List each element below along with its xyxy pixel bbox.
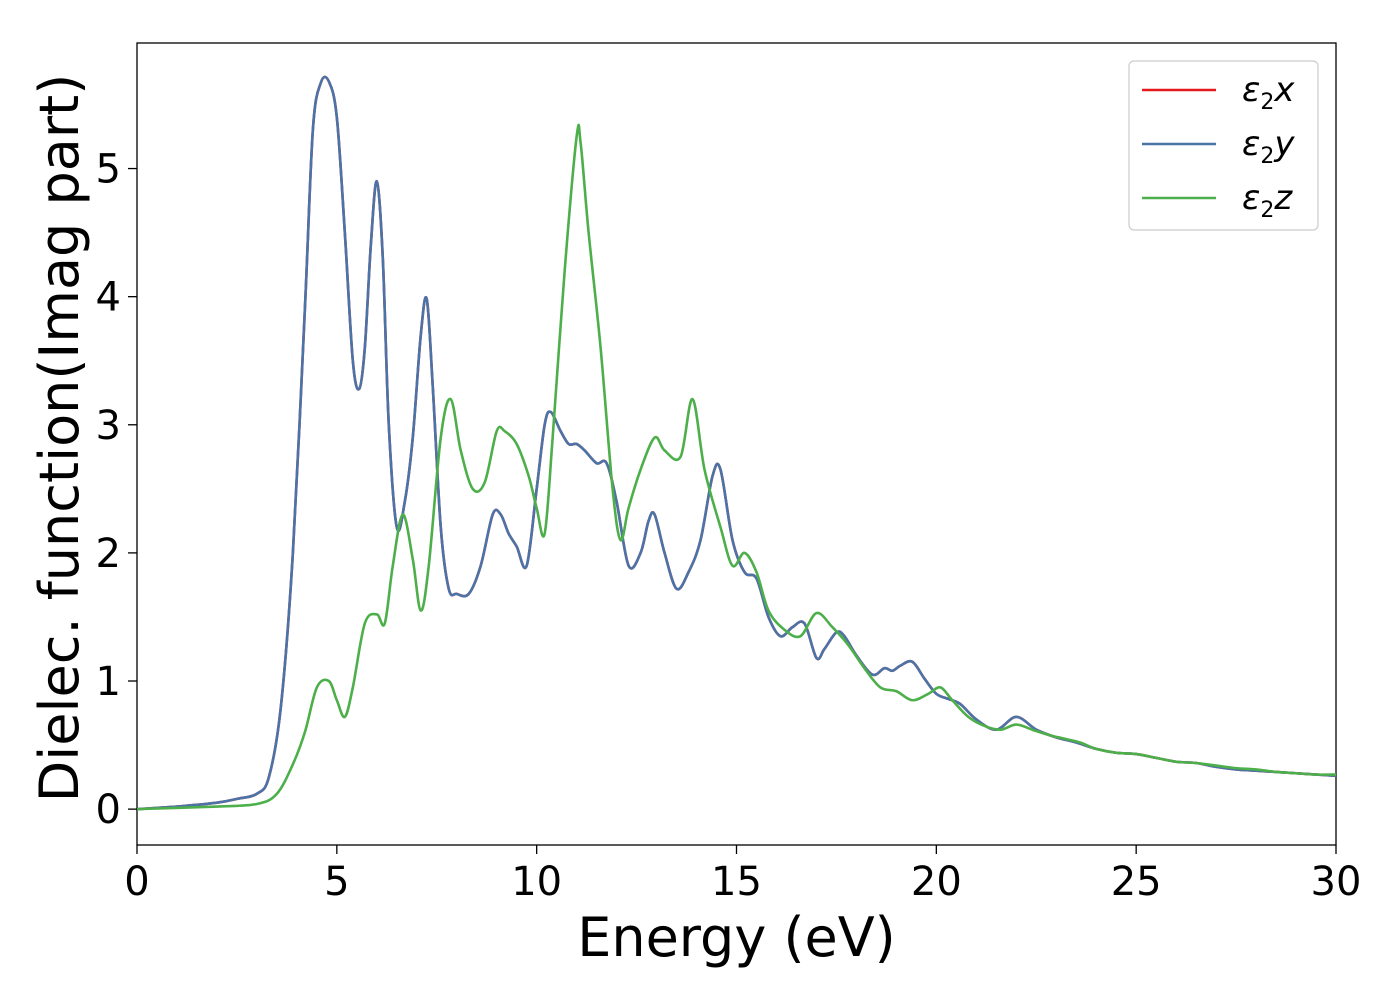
legend-label-x: ε2x — [1242, 70, 1295, 115]
x-tick-label: 5 — [324, 859, 349, 905]
legend: ε2x ε2y ε2z — [1128, 60, 1319, 231]
x-tick-label: 10 — [511, 859, 562, 905]
x-tick-label: 0 — [124, 859, 149, 905]
x-tick-label: 25 — [1111, 859, 1162, 905]
series-line-z — [137, 123, 1336, 811]
x-tick-label: 30 — [1311, 859, 1362, 905]
x-axis-ticks: 0 5 10 15 20 25 30 — [124, 845, 1361, 905]
legend-label-y: ε2y — [1242, 124, 1295, 169]
x-axis-label: Energy (eV) — [577, 906, 896, 969]
x-tick-label: 20 — [911, 859, 962, 905]
series-lines — [137, 75, 1336, 811]
y-tick-label: 5 — [96, 147, 121, 193]
y-axis-ticks: 0 1 2 3 4 5 — [96, 147, 137, 833]
y-tick-label: 1 — [96, 659, 121, 705]
legend-label-z: ε2z — [1242, 178, 1293, 223]
x-tick-label: 15 — [711, 859, 762, 905]
y-tick-label: 4 — [96, 275, 121, 321]
y-tick-label: 0 — [96, 787, 121, 833]
y-axis-label: Dielec. function(Imag part) — [28, 74, 91, 803]
legend-box — [1128, 60, 1319, 231]
y-tick-label: 3 — [96, 403, 121, 449]
y-tick-label: 2 — [96, 531, 121, 577]
